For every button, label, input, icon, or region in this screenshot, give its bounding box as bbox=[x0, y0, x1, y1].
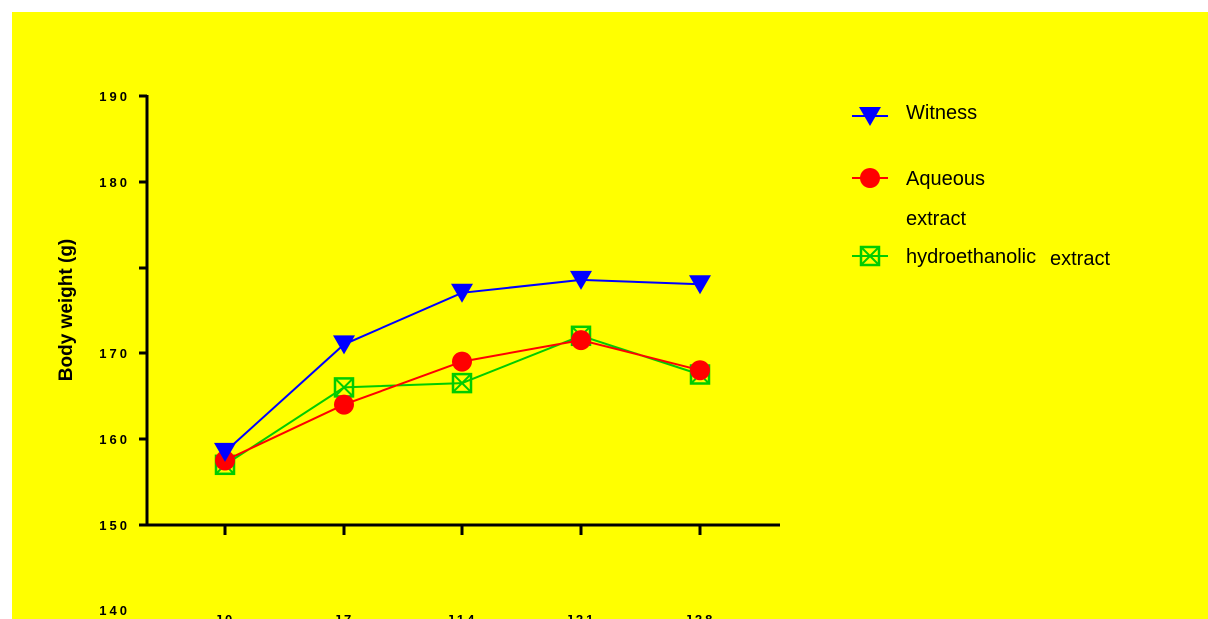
series-hydroethanolic-extract bbox=[214, 325, 711, 476]
legend-item: hydroethanolic extract bbox=[852, 245, 1110, 270]
y-tick-label: 140 bbox=[99, 603, 130, 618]
y-tick-label: 150 bbox=[99, 518, 130, 533]
chart-background bbox=[12, 12, 1208, 619]
axes bbox=[145, 95, 780, 527]
legend-label-continued: extract bbox=[1050, 248, 1110, 270]
legend-item: Witness bbox=[852, 102, 977, 126]
data-point bbox=[451, 283, 473, 303]
y-axis-label: Body weight (g) bbox=[56, 239, 77, 381]
legend-label: Aqueous bbox=[906, 168, 985, 190]
x-tick-label: J14 bbox=[447, 612, 478, 619]
legend-marker bbox=[859, 107, 881, 126]
legend-label: hydroethanolic bbox=[906, 246, 1036, 268]
data-point bbox=[570, 270, 592, 290]
x-ticks: J0 J7 J14 J21 J28 bbox=[215, 525, 716, 619]
x-tick-label: J21 bbox=[566, 612, 597, 619]
data-point bbox=[334, 394, 354, 415]
y-tick-label: 170 bbox=[99, 346, 130, 361]
legend-label: Witness bbox=[906, 102, 977, 124]
series-aqueous-extract bbox=[215, 330, 710, 471]
y-tick-label: 160 bbox=[99, 432, 130, 447]
legend-label-continued: extract bbox=[906, 208, 966, 230]
x-tick-label: J7 bbox=[334, 612, 354, 619]
data-point bbox=[690, 360, 710, 381]
data-point bbox=[689, 275, 711, 295]
data-point bbox=[333, 335, 355, 355]
legend-item: Aqueous extract bbox=[852, 168, 985, 230]
y-ticks: 190 180 170 160 150 140 bbox=[99, 89, 147, 618]
data-point bbox=[571, 330, 591, 351]
data-point bbox=[451, 372, 473, 394]
y-tick-label: 190 bbox=[99, 89, 130, 104]
legend-marker bbox=[859, 245, 881, 267]
x-tick-label: J28 bbox=[685, 612, 716, 619]
legend-marker bbox=[860, 168, 880, 188]
legend: Witness Aqueous extract hydroethanolic extra… bbox=[852, 102, 1110, 270]
series-witness bbox=[214, 270, 711, 462]
series-layer bbox=[214, 270, 711, 476]
y-tick-label: 180 bbox=[99, 175, 130, 190]
data-point bbox=[452, 351, 472, 372]
x-tick-label: J0 bbox=[215, 612, 235, 619]
data-point bbox=[214, 442, 236, 462]
